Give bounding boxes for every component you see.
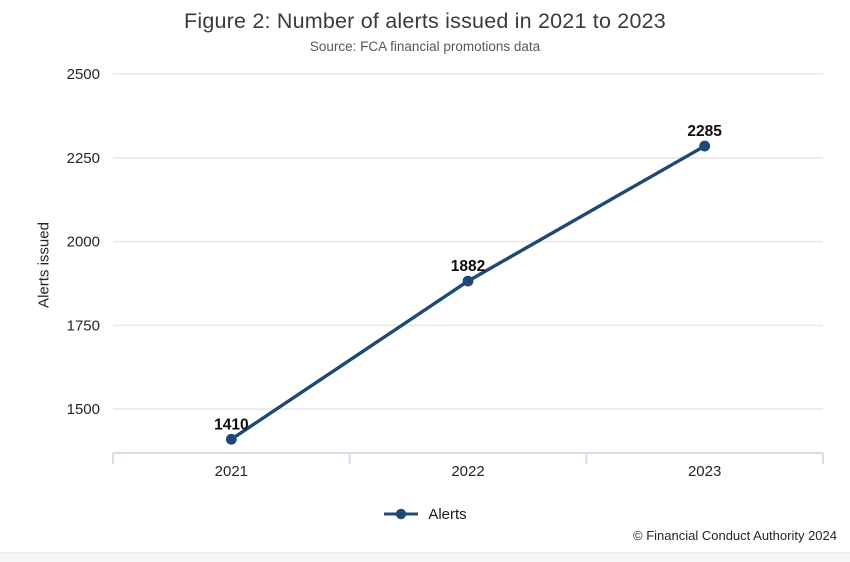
alerts-line	[229, 144, 707, 441]
y-tick-label: 2500	[67, 66, 100, 83]
data-point	[462, 275, 474, 287]
copyright-text: © Financial Conduct Authority 2024	[633, 528, 837, 543]
y-tick-label: 1500	[67, 401, 100, 418]
bottom-bar	[0, 552, 850, 562]
line-chart: 1500 1750 2000 2250 2500 2021 2022 2023 1410 1882…	[67, 66, 824, 480]
data-point-label: 2285	[687, 123, 722, 140]
data-point	[699, 140, 711, 152]
x-tick-label: 2021	[215, 463, 248, 480]
x-tick-label: 2023	[688, 463, 721, 480]
chart-subtitle: Source: FCA financial promotions data	[309, 39, 541, 54]
y-tick-label: 2000	[67, 234, 100, 251]
data-point-label: 1410	[214, 416, 248, 433]
y-tick-label: 2250	[67, 150, 100, 167]
x-tick-label: 2022	[451, 463, 484, 480]
data-point	[225, 433, 237, 445]
legend-marker-icon	[384, 508, 419, 520]
chart-title: Figure 2: Number of alerts issued in 202…	[184, 9, 666, 33]
legend-label: Alerts	[428, 505, 467, 523]
legend: Alerts	[0, 503, 850, 525]
data-point-label: 1882	[451, 258, 485, 275]
y-tick-label: 1750	[67, 317, 100, 334]
legend-dot	[396, 508, 407, 520]
